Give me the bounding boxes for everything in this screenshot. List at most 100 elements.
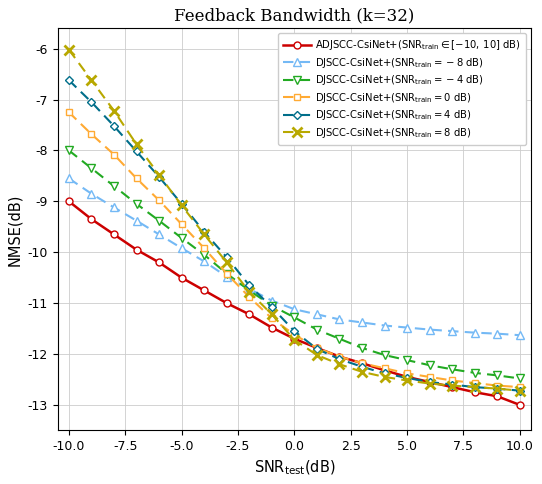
ADJSCC-CsiNet+(SNR$_\mathrm{train}\in[-10,\,10]$ dB) xyxy=(427,379,433,385)
DJSCC-CsiNet+(SNR$_\mathrm{train}=0$ dB) xyxy=(88,131,95,137)
ADJSCC-CsiNet+(SNR$_\mathrm{train}\in[-10,\,10]$ dB) xyxy=(88,216,95,222)
Line: DJSCC-CsiNet+(SNR$_\mathrm{train}=8$ dB): DJSCC-CsiNet+(SNR$_\mathrm{train}=8$ dB) xyxy=(64,45,525,395)
DJSCC-CsiNet+(SNR$_\mathrm{train}=-8$ dB) xyxy=(111,205,117,211)
DJSCC-CsiNet+(SNR$_\mathrm{train}=4$ dB) xyxy=(268,304,275,310)
DJSCC-CsiNet+(SNR$_\mathrm{train}=8$ dB) xyxy=(494,386,501,392)
DJSCC-CsiNet+(SNR$_\mathrm{train}=0$ dB) xyxy=(246,294,253,300)
DJSCC-CsiNet+(SNR$_\mathrm{train}=0$ dB) xyxy=(133,176,140,182)
DJSCC-CsiNet+(SNR$_\mathrm{train}=0$ dB) xyxy=(336,354,343,360)
DJSCC-CsiNet+(SNR$_\mathrm{train}=8$ dB) xyxy=(314,352,320,358)
Legend: ADJSCC-CsiNet+(SNR$_\mathrm{train}\in[-10,\,10]$ dB), DJSCC-CsiNet+(SNR$_\mathrm: ADJSCC-CsiNet+(SNR$_\mathrm{train}\in[-1… xyxy=(279,33,526,145)
ADJSCC-CsiNet+(SNR$_\mathrm{train}\in[-10,\,10]$ dB) xyxy=(494,393,501,399)
ADJSCC-CsiNet+(SNR$_\mathrm{train}\in[-10,\,10]$ dB) xyxy=(382,367,388,373)
DJSCC-CsiNet+(SNR$_\mathrm{train}=8$ dB) xyxy=(66,47,72,53)
DJSCC-CsiNet+(SNR$_\mathrm{train}=4$ dB) xyxy=(133,149,140,154)
DJSCC-CsiNet+(SNR$_\mathrm{train}=0$ dB) xyxy=(517,384,523,390)
DJSCC-CsiNet+(SNR$_\mathrm{train}=-4$ dB) xyxy=(336,336,343,342)
DJSCC-CsiNet+(SNR$_\mathrm{train}=-4$ dB) xyxy=(291,315,298,320)
DJSCC-CsiNet+(SNR$_\mathrm{train}=4$ dB) xyxy=(449,382,455,388)
DJSCC-CsiNet+(SNR$_\mathrm{train}=-4$ dB) xyxy=(449,366,455,372)
DJSCC-CsiNet+(SNR$_\mathrm{train}=-4$ dB) xyxy=(472,370,478,376)
DJSCC-CsiNet+(SNR$_\mathrm{train}=4$ dB) xyxy=(291,328,298,334)
X-axis label: SNR$_\mathrm{test}$(dB): SNR$_\mathrm{test}$(dB) xyxy=(254,459,335,477)
DJSCC-CsiNet+(SNR$_\mathrm{train}=-4$ dB) xyxy=(359,345,365,351)
ADJSCC-CsiNet+(SNR$_\mathrm{train}\in[-10,\,10]$ dB) xyxy=(268,325,275,331)
DJSCC-CsiNet+(SNR$_\mathrm{train}=-8$ dB) xyxy=(246,286,253,292)
DJSCC-CsiNet+(SNR$_\mathrm{train}=0$ dB) xyxy=(359,360,365,366)
DJSCC-CsiNet+(SNR$_\mathrm{train}=4$ dB) xyxy=(472,384,478,390)
DJSCC-CsiNet+(SNR$_\mathrm{train}=8$ dB) xyxy=(133,141,140,147)
ADJSCC-CsiNet+(SNR$_\mathrm{train}\in[-10,\,10]$ dB) xyxy=(517,402,523,408)
DJSCC-CsiNet+(SNR$_\mathrm{train}=-8$ dB) xyxy=(382,323,388,329)
DJSCC-CsiNet+(SNR$_\mathrm{train}=-4$ dB) xyxy=(382,352,388,358)
DJSCC-CsiNet+(SNR$_\mathrm{train}=4$ dB) xyxy=(494,386,501,392)
DJSCC-CsiNet+(SNR$_\mathrm{train}=8$ dB) xyxy=(268,311,275,317)
DJSCC-CsiNet+(SNR$_\mathrm{train}=-4$ dB) xyxy=(133,201,140,207)
DJSCC-CsiNet+(SNR$_\mathrm{train}=-8$ dB) xyxy=(223,274,230,280)
Y-axis label: NMSE(dB): NMSE(dB) xyxy=(7,193,22,266)
ADJSCC-CsiNet+(SNR$_\mathrm{train}\in[-10,\,10]$ dB) xyxy=(449,384,455,390)
DJSCC-CsiNet+(SNR$_\mathrm{train}=-4$ dB) xyxy=(268,303,275,309)
DJSCC-CsiNet+(SNR$_\mathrm{train}=0$ dB) xyxy=(201,245,208,251)
Line: DJSCC-CsiNet+(SNR$_\mathrm{train}=4$ dB): DJSCC-CsiNet+(SNR$_\mathrm{train}=4$ dB) xyxy=(66,77,523,394)
DJSCC-CsiNet+(SNR$_\mathrm{train}=8$ dB) xyxy=(336,361,343,367)
DJSCC-CsiNet+(SNR$_\mathrm{train}=0$ dB) xyxy=(427,374,433,380)
DJSCC-CsiNet+(SNR$_\mathrm{train}=-8$ dB) xyxy=(201,258,208,264)
DJSCC-CsiNet+(SNR$_\mathrm{train}=4$ dB) xyxy=(178,201,185,207)
ADJSCC-CsiNet+(SNR$_\mathrm{train}\in[-10,\,10]$ dB) xyxy=(246,311,253,317)
DJSCC-CsiNet+(SNR$_\mathrm{train}=8$ dB) xyxy=(404,378,410,383)
DJSCC-CsiNet+(SNR$_\mathrm{train}=4$ dB) xyxy=(404,375,410,381)
DJSCC-CsiNet+(SNR$_\mathrm{train}=-8$ dB) xyxy=(449,328,455,334)
DJSCC-CsiNet+(SNR$_\mathrm{train}=4$ dB) xyxy=(223,255,230,260)
DJSCC-CsiNet+(SNR$_\mathrm{train}=4$ dB) xyxy=(88,99,95,105)
DJSCC-CsiNet+(SNR$_\mathrm{train}=-8$ dB) xyxy=(517,333,523,338)
Line: DJSCC-CsiNet+(SNR$_\mathrm{train}=-4$ dB): DJSCC-CsiNet+(SNR$_\mathrm{train}=-4$ dB… xyxy=(64,146,524,383)
DJSCC-CsiNet+(SNR$_\mathrm{train}=-4$ dB) xyxy=(201,252,208,257)
DJSCC-CsiNet+(SNR$_\mathrm{train}=0$ dB) xyxy=(66,109,72,115)
ADJSCC-CsiNet+(SNR$_\mathrm{train}\in[-10,\,10]$ dB) xyxy=(336,354,343,360)
ADJSCC-CsiNet+(SNR$_\mathrm{train}\in[-10,\,10]$ dB) xyxy=(404,374,410,380)
DJSCC-CsiNet+(SNR$_\mathrm{train}=8$ dB) xyxy=(427,380,433,386)
ADJSCC-CsiNet+(SNR$_\mathrm{train}\in[-10,\,10]$ dB) xyxy=(223,300,230,306)
Title: Feedback Bandwidth (k=32): Feedback Bandwidth (k=32) xyxy=(174,7,415,24)
ADJSCC-CsiNet+(SNR$_\mathrm{train}\in[-10,\,10]$ dB) xyxy=(156,259,162,265)
DJSCC-CsiNet+(SNR$_\mathrm{train}=4$ dB) xyxy=(201,229,208,235)
DJSCC-CsiNet+(SNR$_\mathrm{train}=0$ dB) xyxy=(291,332,298,338)
DJSCC-CsiNet+(SNR$_\mathrm{train}=4$ dB) xyxy=(314,346,320,352)
DJSCC-CsiNet+(SNR$_\mathrm{train}=0$ dB) xyxy=(404,370,410,376)
ADJSCC-CsiNet+(SNR$_\mathrm{train}\in[-10,\,10]$ dB) xyxy=(111,231,117,237)
DJSCC-CsiNet+(SNR$_\mathrm{train}=8$ dB) xyxy=(223,259,230,265)
DJSCC-CsiNet+(SNR$_\mathrm{train}=0$ dB) xyxy=(314,345,320,351)
DJSCC-CsiNet+(SNR$_\mathrm{train}=0$ dB) xyxy=(111,151,117,157)
DJSCC-CsiNet+(SNR$_\mathrm{train}=8$ dB) xyxy=(472,384,478,390)
DJSCC-CsiNet+(SNR$_\mathrm{train}=-8$ dB) xyxy=(404,325,410,331)
Line: DJSCC-CsiNet+(SNR$_\mathrm{train}=-8$ dB): DJSCC-CsiNet+(SNR$_\mathrm{train}=-8$ dB… xyxy=(64,174,524,339)
DJSCC-CsiNet+(SNR$_\mathrm{train}=0$ dB) xyxy=(178,221,185,227)
DJSCC-CsiNet+(SNR$_\mathrm{train}=8$ dB) xyxy=(246,289,253,295)
DJSCC-CsiNet+(SNR$_\mathrm{train}=4$ dB) xyxy=(382,370,388,376)
DJSCC-CsiNet+(SNR$_\mathrm{train}=0$ dB) xyxy=(223,271,230,276)
DJSCC-CsiNet+(SNR$_\mathrm{train}=-4$ dB) xyxy=(404,357,410,363)
DJSCC-CsiNet+(SNR$_\mathrm{train}=-8$ dB) xyxy=(494,331,501,336)
DJSCC-CsiNet+(SNR$_\mathrm{train}=8$ dB) xyxy=(88,77,95,83)
DJSCC-CsiNet+(SNR$_\mathrm{train}=-8$ dB) xyxy=(66,176,72,182)
DJSCC-CsiNet+(SNR$_\mathrm{train}=8$ dB) xyxy=(201,231,208,237)
DJSCC-CsiNet+(SNR$_\mathrm{train}=0$ dB) xyxy=(449,378,455,383)
ADJSCC-CsiNet+(SNR$_\mathrm{train}\in[-10,\,10]$ dB) xyxy=(314,345,320,351)
DJSCC-CsiNet+(SNR$_\mathrm{train}=0$ dB) xyxy=(156,197,162,203)
Line: DJSCC-CsiNet+(SNR$_\mathrm{train}=0$ dB): DJSCC-CsiNet+(SNR$_\mathrm{train}=0$ dB) xyxy=(66,109,524,391)
DJSCC-CsiNet+(SNR$_\mathrm{train}=-8$ dB) xyxy=(291,306,298,312)
DJSCC-CsiNet+(SNR$_\mathrm{train}=-8$ dB) xyxy=(336,317,343,322)
DJSCC-CsiNet+(SNR$_\mathrm{train}=-4$ dB) xyxy=(494,373,501,378)
DJSCC-CsiNet+(SNR$_\mathrm{train}=-8$ dB) xyxy=(427,327,433,333)
DJSCC-CsiNet+(SNR$_\mathrm{train}=8$ dB) xyxy=(156,172,162,178)
DJSCC-CsiNet+(SNR$_\mathrm{train}=0$ dB) xyxy=(382,365,388,371)
DJSCC-CsiNet+(SNR$_\mathrm{train}=-8$ dB) xyxy=(472,330,478,335)
DJSCC-CsiNet+(SNR$_\mathrm{train}=4$ dB) xyxy=(427,379,433,385)
DJSCC-CsiNet+(SNR$_\mathrm{train}=0$ dB) xyxy=(268,316,275,321)
DJSCC-CsiNet+(SNR$_\mathrm{train}=4$ dB) xyxy=(66,77,72,83)
DJSCC-CsiNet+(SNR$_\mathrm{train}=-4$ dB) xyxy=(156,218,162,224)
DJSCC-CsiNet+(SNR$_\mathrm{train}=4$ dB) xyxy=(359,364,365,370)
ADJSCC-CsiNet+(SNR$_\mathrm{train}\in[-10,\,10]$ dB) xyxy=(359,360,365,366)
ADJSCC-CsiNet+(SNR$_\mathrm{train}\in[-10,\,10]$ dB) xyxy=(201,287,208,293)
